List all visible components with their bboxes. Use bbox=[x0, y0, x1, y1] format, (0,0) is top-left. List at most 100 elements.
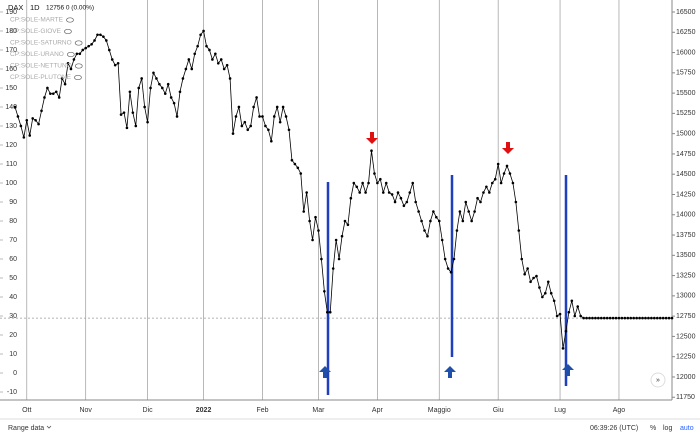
price-point bbox=[440, 238, 444, 242]
price-point bbox=[172, 101, 176, 105]
y-tick-label: 140 bbox=[5, 104, 17, 111]
y-tick-label: 60 bbox=[9, 256, 17, 263]
price-point bbox=[196, 44, 199, 48]
price-point bbox=[605, 316, 609, 320]
price-point bbox=[670, 316, 674, 320]
scroll-icon[interactable]: » bbox=[656, 377, 660, 384]
y-tick-label: 90 bbox=[9, 199, 17, 206]
price-point bbox=[264, 124, 267, 128]
price-point bbox=[122, 111, 126, 114]
price-point bbox=[140, 77, 143, 80]
interval[interactable]: 1D bbox=[30, 3, 40, 12]
y2-tick-label: 12750 bbox=[676, 313, 696, 320]
y2-tick-label: 16500 bbox=[676, 9, 696, 16]
price-point bbox=[317, 229, 320, 232]
price-point bbox=[275, 105, 279, 109]
price-point bbox=[155, 77, 158, 80]
price-point bbox=[311, 238, 314, 242]
price-point bbox=[452, 257, 456, 261]
x-tick-label: Lug bbox=[554, 407, 566, 414]
symbol[interactable]: DAX bbox=[8, 3, 23, 12]
price-point bbox=[482, 191, 485, 194]
price-point bbox=[110, 58, 114, 61]
price-point bbox=[299, 172, 303, 175]
price-point bbox=[417, 210, 420, 213]
indicator-label[interactable]: CP:SOLE-PLUTONE bbox=[10, 74, 72, 81]
grid bbox=[0, 0, 675, 400]
price-point bbox=[488, 191, 491, 194]
price-point bbox=[517, 229, 521, 232]
price-point bbox=[323, 290, 326, 293]
price-point bbox=[249, 124, 252, 128]
indicator-label[interactable]: CP:SOLE-URANO bbox=[10, 51, 64, 58]
x-tick-label: Nov bbox=[79, 407, 92, 414]
price-point bbox=[564, 329, 568, 333]
price-point bbox=[437, 219, 441, 223]
price-point bbox=[328, 310, 332, 314]
price-point bbox=[594, 316, 597, 320]
price-point bbox=[520, 257, 524, 261]
price-point bbox=[228, 77, 232, 80]
price-point bbox=[667, 316, 671, 320]
price-point bbox=[493, 177, 497, 181]
price-point bbox=[211, 58, 214, 61]
y2-tick-label: 15000 bbox=[676, 131, 696, 138]
price-point bbox=[508, 172, 512, 175]
indicator-label[interactable]: CP:SOLE-MARTE bbox=[10, 17, 64, 24]
y-tick-label: 150 bbox=[5, 85, 17, 92]
y2-tick-label: 12250 bbox=[676, 354, 696, 361]
y-tick-label: 100 bbox=[5, 180, 17, 187]
price-point bbox=[376, 181, 379, 185]
indicator-label[interactable]: CP:SOLE-SATURNO bbox=[10, 40, 72, 47]
down-arrow bbox=[502, 142, 514, 154]
price-point bbox=[128, 90, 132, 94]
x-tick-label: Dic bbox=[143, 407, 154, 414]
price-point bbox=[54, 90, 58, 94]
price-point bbox=[358, 191, 362, 194]
auto-button[interactable]: auto bbox=[680, 425, 694, 432]
price-point bbox=[193, 52, 197, 56]
price-point bbox=[635, 316, 638, 320]
chevron[interactable] bbox=[46, 425, 52, 429]
price-point bbox=[161, 86, 164, 90]
log-button[interactable]: log bbox=[663, 425, 672, 432]
percent-button[interactable]: % bbox=[650, 425, 656, 432]
price-point bbox=[69, 67, 73, 71]
price-point bbox=[243, 120, 247, 124]
indicator-list: CP:SOLE-MARTE CP:SOLE-GIOVE CP:SOLE-SATURN… bbox=[10, 17, 83, 81]
price-point bbox=[166, 82, 170, 86]
price-point bbox=[99, 33, 102, 37]
price-point bbox=[134, 124, 138, 128]
indicator-label[interactable]: CP:SOLE-GIOVE bbox=[10, 28, 62, 35]
price-point bbox=[479, 200, 482, 204]
y-tick-label: 130 bbox=[5, 123, 17, 130]
price-point bbox=[473, 210, 476, 213]
y2-tick-label: 13250 bbox=[676, 272, 696, 279]
price-point bbox=[90, 42, 93, 46]
price-point bbox=[370, 149, 373, 152]
price-point bbox=[287, 128, 291, 132]
range-button[interactable]: Range data bbox=[8, 425, 44, 432]
price-point bbox=[37, 122, 40, 126]
up-arrow bbox=[562, 364, 574, 376]
price-point bbox=[40, 109, 43, 113]
price-point bbox=[443, 257, 447, 261]
price-point bbox=[384, 181, 388, 185]
price-point bbox=[199, 33, 202, 37]
eye-icon bbox=[64, 28, 72, 35]
indicator-label[interactable]: CP:SOLE-NETTUNO bbox=[10, 63, 72, 70]
price-point bbox=[661, 316, 665, 320]
eye-icon bbox=[74, 63, 83, 69]
price-point bbox=[505, 164, 509, 168]
price-point bbox=[549, 291, 553, 295]
price-point bbox=[414, 200, 417, 204]
price-point bbox=[588, 316, 591, 320]
price-point bbox=[381, 191, 385, 194]
price-point bbox=[331, 267, 335, 270]
price-point bbox=[261, 115, 264, 118]
scroll-button[interactable] bbox=[650, 372, 666, 388]
price-point bbox=[538, 286, 541, 289]
price-point bbox=[116, 61, 120, 65]
